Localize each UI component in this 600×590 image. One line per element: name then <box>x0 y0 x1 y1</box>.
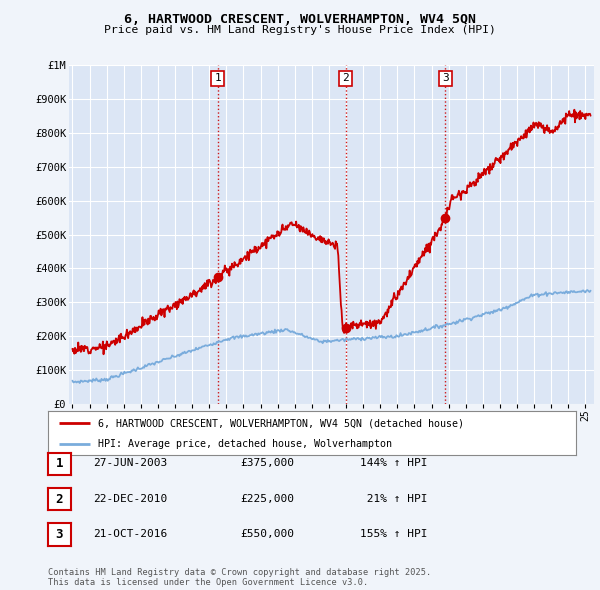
Text: 2: 2 <box>56 493 63 506</box>
Text: 1: 1 <box>56 457 63 470</box>
Text: £375,000: £375,000 <box>240 458 294 468</box>
Text: 21-OCT-2016: 21-OCT-2016 <box>93 529 167 539</box>
Text: 155% ↑ HPI: 155% ↑ HPI <box>360 529 427 539</box>
Text: 3: 3 <box>56 528 63 541</box>
Text: HPI: Average price, detached house, Wolverhampton: HPI: Average price, detached house, Wolv… <box>98 438 392 448</box>
Text: 2: 2 <box>342 73 349 83</box>
Text: 27-JUN-2003: 27-JUN-2003 <box>93 458 167 468</box>
Text: Price paid vs. HM Land Registry's House Price Index (HPI): Price paid vs. HM Land Registry's House … <box>104 25 496 35</box>
Text: £550,000: £550,000 <box>240 529 294 539</box>
Text: 3: 3 <box>442 73 449 83</box>
Text: 1: 1 <box>214 73 221 83</box>
Text: 144% ↑ HPI: 144% ↑ HPI <box>360 458 427 468</box>
Text: Contains HM Land Registry data © Crown copyright and database right 2025.
This d: Contains HM Land Registry data © Crown c… <box>48 568 431 587</box>
Text: 22-DEC-2010: 22-DEC-2010 <box>93 494 167 503</box>
Text: 6, HARTWOOD CRESCENT, WOLVERHAMPTON, WV4 5QN: 6, HARTWOOD CRESCENT, WOLVERHAMPTON, WV4… <box>124 13 476 26</box>
Text: 6, HARTWOOD CRESCENT, WOLVERHAMPTON, WV4 5QN (detached house): 6, HARTWOOD CRESCENT, WOLVERHAMPTON, WV4… <box>98 418 464 428</box>
Text: 21% ↑ HPI: 21% ↑ HPI <box>360 494 427 503</box>
Text: £225,000: £225,000 <box>240 494 294 503</box>
